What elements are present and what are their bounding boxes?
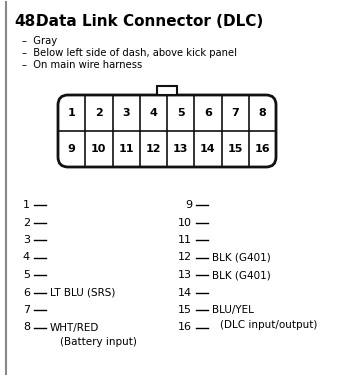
Text: Data Link Connector (DLC): Data Link Connector (DLC) [36, 14, 263, 29]
FancyBboxPatch shape [58, 95, 276, 167]
Text: 12: 12 [146, 144, 161, 154]
Text: 10: 10 [91, 144, 106, 154]
Text: 6: 6 [23, 288, 30, 297]
Text: BLK (G401): BLK (G401) [212, 253, 271, 262]
Text: 11: 11 [118, 144, 134, 154]
Text: 8: 8 [23, 323, 30, 332]
Text: LT BLU (SRS): LT BLU (SRS) [50, 288, 116, 297]
Text: 5: 5 [177, 108, 184, 118]
Text: 7: 7 [23, 305, 30, 315]
Text: 14: 14 [178, 288, 192, 297]
Text: 7: 7 [231, 108, 239, 118]
Text: 1: 1 [68, 108, 76, 118]
Text: BLK (G401): BLK (G401) [212, 270, 271, 280]
Text: 5: 5 [23, 270, 30, 280]
Text: 3: 3 [122, 108, 130, 118]
Text: 2: 2 [95, 108, 103, 118]
Text: 6: 6 [204, 108, 212, 118]
Text: 12: 12 [178, 253, 192, 262]
Text: 16: 16 [178, 323, 192, 332]
Text: 1: 1 [23, 200, 30, 210]
Text: 15: 15 [228, 144, 243, 154]
Text: 11: 11 [178, 235, 192, 245]
Text: WHT/RED: WHT/RED [50, 323, 99, 332]
Text: –  Below left side of dash, above kick panel: – Below left side of dash, above kick pa… [22, 48, 237, 58]
Text: 13: 13 [178, 270, 192, 280]
Text: 10: 10 [178, 217, 192, 227]
Text: –  Gray: – Gray [22, 36, 57, 46]
Text: 4: 4 [23, 253, 30, 262]
Text: –  On main wire harness: – On main wire harness [22, 60, 142, 70]
Text: 13: 13 [173, 144, 188, 154]
Text: 48.: 48. [14, 14, 41, 29]
Text: 8: 8 [259, 108, 266, 118]
Text: 16: 16 [254, 144, 270, 154]
Text: 15: 15 [178, 305, 192, 315]
Text: 14: 14 [200, 144, 216, 154]
Text: 3: 3 [23, 235, 30, 245]
Bar [157, 86, 177, 95]
Text: (Battery input): (Battery input) [60, 337, 137, 347]
Text: 9: 9 [68, 144, 76, 154]
Text: 9: 9 [185, 200, 192, 210]
Text: 4: 4 [149, 108, 157, 118]
Text: (DLC input/output): (DLC input/output) [220, 320, 317, 329]
Text: BLU/YEL: BLU/YEL [212, 305, 254, 315]
Text: 2: 2 [23, 217, 30, 227]
